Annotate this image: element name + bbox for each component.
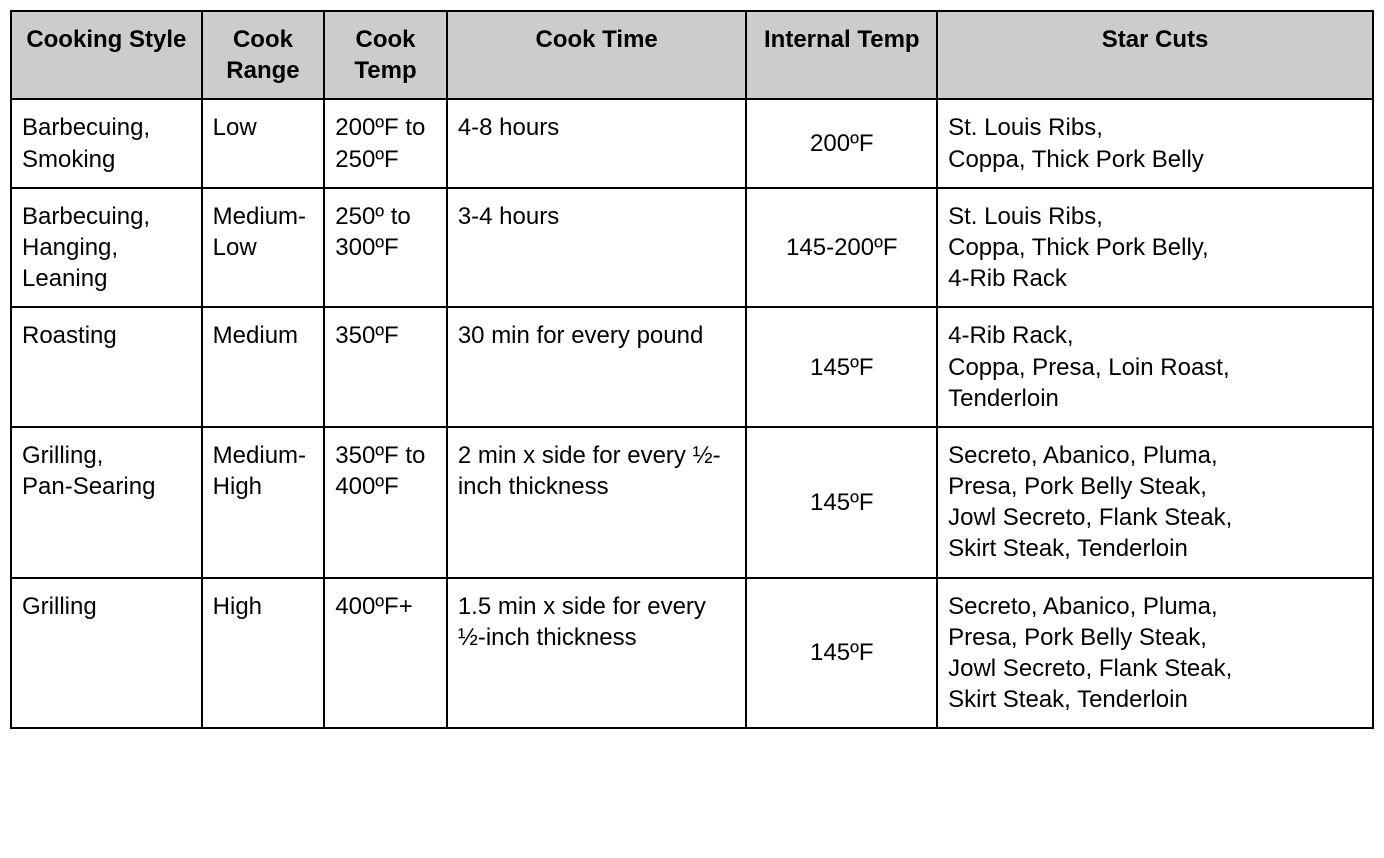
cell-internal: 145ºF [746, 307, 937, 427]
table-row: Barbecuing, Hanging, LeaningMedium-Low25… [11, 188, 1373, 308]
cell-time: 1.5 min x side for every ½-inch thicknes… [447, 578, 747, 729]
cell-style: Grilling [11, 578, 202, 729]
col-header-time: Cook Time [447, 11, 747, 99]
col-header-temp: Cook Temp [324, 11, 447, 99]
table-row: Barbecuing, SmokingLow200ºF to 250ºF4-8 … [11, 99, 1373, 187]
col-header-cuts: Star Cuts [937, 11, 1373, 99]
cell-time: 3-4 hours [447, 188, 747, 308]
cell-cuts: St. Louis Ribs, Coppa, Thick Pork Belly,… [937, 188, 1373, 308]
cell-cuts: Secreto, Abanico, Pluma, Presa, Pork Bel… [937, 427, 1373, 578]
table-row: Grilling, Pan-SearingMedium-High350ºF to… [11, 427, 1373, 578]
cell-style: Barbecuing, Hanging, Leaning [11, 188, 202, 308]
cell-style: Roasting [11, 307, 202, 427]
cell-time: 2 min x side for every ½-inch thickness [447, 427, 747, 578]
cell-cuts: St. Louis Ribs, Coppa, Thick Pork Belly [937, 99, 1373, 187]
cell-style: Grilling, Pan-Searing [11, 427, 202, 578]
col-header-range: Cook Range [202, 11, 325, 99]
cell-temp: 350ºF [324, 307, 447, 427]
col-header-style: Cooking Style [11, 11, 202, 99]
cell-internal: 200ºF [746, 99, 937, 187]
cell-temp: 250º to 300ºF [324, 188, 447, 308]
cell-range: Medium-High [202, 427, 325, 578]
cooking-guide-table: Cooking StyleCook RangeCook TempCook Tim… [10, 10, 1374, 729]
cell-internal: 145-200ºF [746, 188, 937, 308]
cell-temp: 200ºF to 250ºF [324, 99, 447, 187]
cell-time: 30 min for every pound [447, 307, 747, 427]
cell-temp: 350ºF to 400ºF [324, 427, 447, 578]
table-row: GrillingHigh400ºF+1.5 min x side for eve… [11, 578, 1373, 729]
col-header-internal: Internal Temp [746, 11, 937, 99]
cell-internal: 145ºF [746, 578, 937, 729]
table-row: RoastingMedium350ºF30 min for every poun… [11, 307, 1373, 427]
cell-cuts: 4-Rib Rack, Coppa, Presa, Loin Roast, Te… [937, 307, 1373, 427]
cell-range: Low [202, 99, 325, 187]
table-head: Cooking StyleCook RangeCook TempCook Tim… [11, 11, 1373, 99]
cell-range: High [202, 578, 325, 729]
header-row: Cooking StyleCook RangeCook TempCook Tim… [11, 11, 1373, 99]
cell-internal: 145ºF [746, 427, 937, 578]
cell-cuts: Secreto, Abanico, Pluma, Presa, Pork Bel… [937, 578, 1373, 729]
cell-style: Barbecuing, Smoking [11, 99, 202, 187]
cell-time: 4-8 hours [447, 99, 747, 187]
cell-range: Medium [202, 307, 325, 427]
cell-range: Medium-Low [202, 188, 325, 308]
table-body: Barbecuing, SmokingLow200ºF to 250ºF4-8 … [11, 99, 1373, 728]
cell-temp: 400ºF+ [324, 578, 447, 729]
